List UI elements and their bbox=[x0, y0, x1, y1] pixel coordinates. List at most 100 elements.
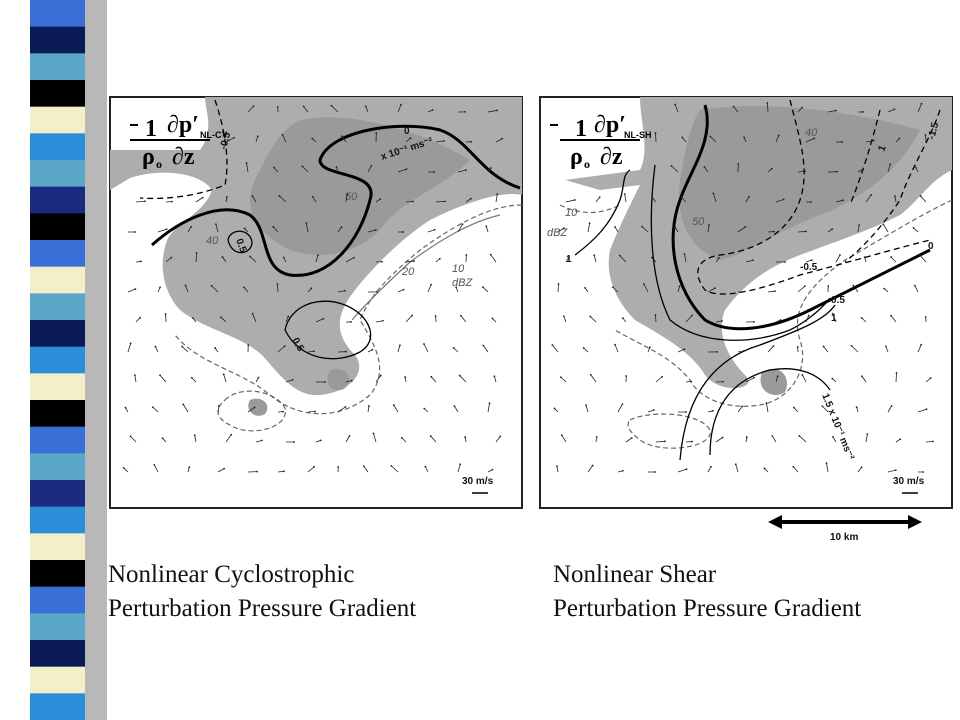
wind-vector-head bbox=[850, 344, 853, 347]
wind-vector-head bbox=[314, 410, 316, 413]
wind-vector-head bbox=[305, 222, 308, 225]
wind-vector-head bbox=[257, 376, 260, 379]
stripe bbox=[30, 640, 85, 668]
wind-vector bbox=[775, 376, 779, 383]
wind-vector-head bbox=[452, 347, 455, 349]
wind-vector-head bbox=[404, 376, 407, 378]
wind-vector-head bbox=[777, 134, 780, 137]
contour-label: 50 bbox=[692, 216, 705, 228]
wind-vector bbox=[345, 380, 352, 383]
distance-scale: 10 km bbox=[768, 515, 922, 543]
wind-vector bbox=[805, 259, 812, 263]
wind-vector-head bbox=[281, 133, 284, 136]
reflectivity-core bbox=[679, 106, 920, 260]
stripe bbox=[30, 666, 85, 694]
wind-vector bbox=[277, 470, 285, 473]
contour-label: 40 bbox=[805, 127, 818, 139]
wind-vector bbox=[913, 227, 919, 233]
wind-vector bbox=[225, 137, 235, 143]
wind-vector bbox=[651, 257, 657, 263]
contour-pos bbox=[227, 230, 253, 254]
wind-vector-head bbox=[324, 381, 326, 383]
equation: ρ bbox=[570, 144, 583, 170]
wind-vector-head bbox=[630, 437, 633, 439]
wind-vector-head bbox=[642, 283, 645, 285]
wind-vector-head bbox=[402, 288, 405, 291]
wind-vector-head bbox=[490, 167, 492, 169]
wind-vector-head bbox=[372, 432, 375, 435]
wind-vector-head bbox=[678, 285, 681, 288]
wind-vector bbox=[614, 226, 619, 233]
contour-zero bbox=[671, 104, 931, 331]
wind-vector-head bbox=[589, 315, 592, 318]
wind-vector-head bbox=[614, 225, 616, 228]
wind-vector bbox=[919, 255, 927, 263]
wind-vector-head bbox=[256, 470, 258, 473]
wind-vector-head bbox=[721, 436, 724, 439]
wind-vector bbox=[424, 466, 429, 473]
reflectivity-core bbox=[760, 368, 788, 396]
contour-label: -0.5 bbox=[218, 131, 233, 151]
wind-vector bbox=[135, 317, 141, 323]
wind-vector-head bbox=[493, 375, 496, 378]
wind-vector-head bbox=[872, 139, 875, 142]
wind-vector bbox=[552, 344, 559, 353]
wind-vector bbox=[832, 313, 837, 323]
wind-vector bbox=[307, 350, 315, 353]
wind-vector bbox=[225, 434, 232, 443]
wind-vector-head bbox=[753, 376, 755, 379]
wind-vector-head bbox=[611, 286, 614, 289]
wind-vector bbox=[495, 138, 503, 143]
wind-vector bbox=[249, 256, 257, 263]
wind-vector-head bbox=[841, 199, 844, 202]
wind-vector-head bbox=[711, 409, 714, 412]
wind-vector bbox=[127, 343, 132, 353]
wind-vector bbox=[255, 440, 262, 443]
wind-vector bbox=[826, 463, 829, 473]
wind-vector-head bbox=[925, 408, 928, 411]
wind-vector-head bbox=[193, 434, 196, 437]
wind-vector-head bbox=[243, 227, 246, 230]
wind-vector-head bbox=[721, 320, 723, 322]
wind-vector bbox=[709, 136, 717, 143]
wind-vector-head bbox=[438, 257, 441, 260]
contour-label: 0.5 bbox=[233, 237, 248, 254]
stripe-shadow bbox=[85, 0, 107, 720]
wind-vector-head bbox=[291, 378, 294, 381]
wind-vector bbox=[393, 404, 399, 413]
wind-vector-head bbox=[773, 230, 775, 233]
stripe bbox=[30, 693, 85, 720]
wind-vector bbox=[835, 254, 841, 263]
wind-vector-head bbox=[159, 374, 161, 377]
wind-vector-head bbox=[278, 195, 281, 197]
wind-vector bbox=[405, 260, 414, 263]
wind-vector bbox=[677, 286, 680, 293]
scale-arrowhead bbox=[768, 515, 782, 529]
wind-vector-head bbox=[920, 343, 923, 346]
wind-vector-head bbox=[716, 350, 718, 353]
equation: ∂z bbox=[600, 144, 623, 170]
wind-vector-head bbox=[573, 199, 576, 201]
reflectivity-core bbox=[327, 368, 350, 391]
wind-vector-head bbox=[834, 109, 837, 112]
wind-vector-head bbox=[766, 102, 769, 104]
wind-vector-head bbox=[465, 254, 468, 256]
contour-pos bbox=[679, 304, 836, 461]
wind-vector-head bbox=[499, 435, 502, 438]
wind-vector bbox=[331, 105, 339, 113]
wind-vector bbox=[243, 287, 249, 293]
equation: 1 bbox=[145, 116, 157, 142]
wind-vector-head bbox=[434, 315, 437, 317]
wind-vector-head bbox=[495, 109, 498, 112]
wind-vector bbox=[865, 194, 872, 203]
wind-vector bbox=[707, 466, 712, 473]
wind-vector bbox=[397, 168, 407, 173]
wind-vector-head bbox=[159, 286, 161, 289]
wind-vector-head bbox=[412, 200, 414, 203]
wind-vector-head bbox=[623, 193, 626, 196]
stripe bbox=[30, 586, 85, 614]
contour-pos bbox=[709, 368, 831, 456]
wind-vector bbox=[276, 283, 279, 293]
wind-vector-head bbox=[825, 462, 828, 465]
